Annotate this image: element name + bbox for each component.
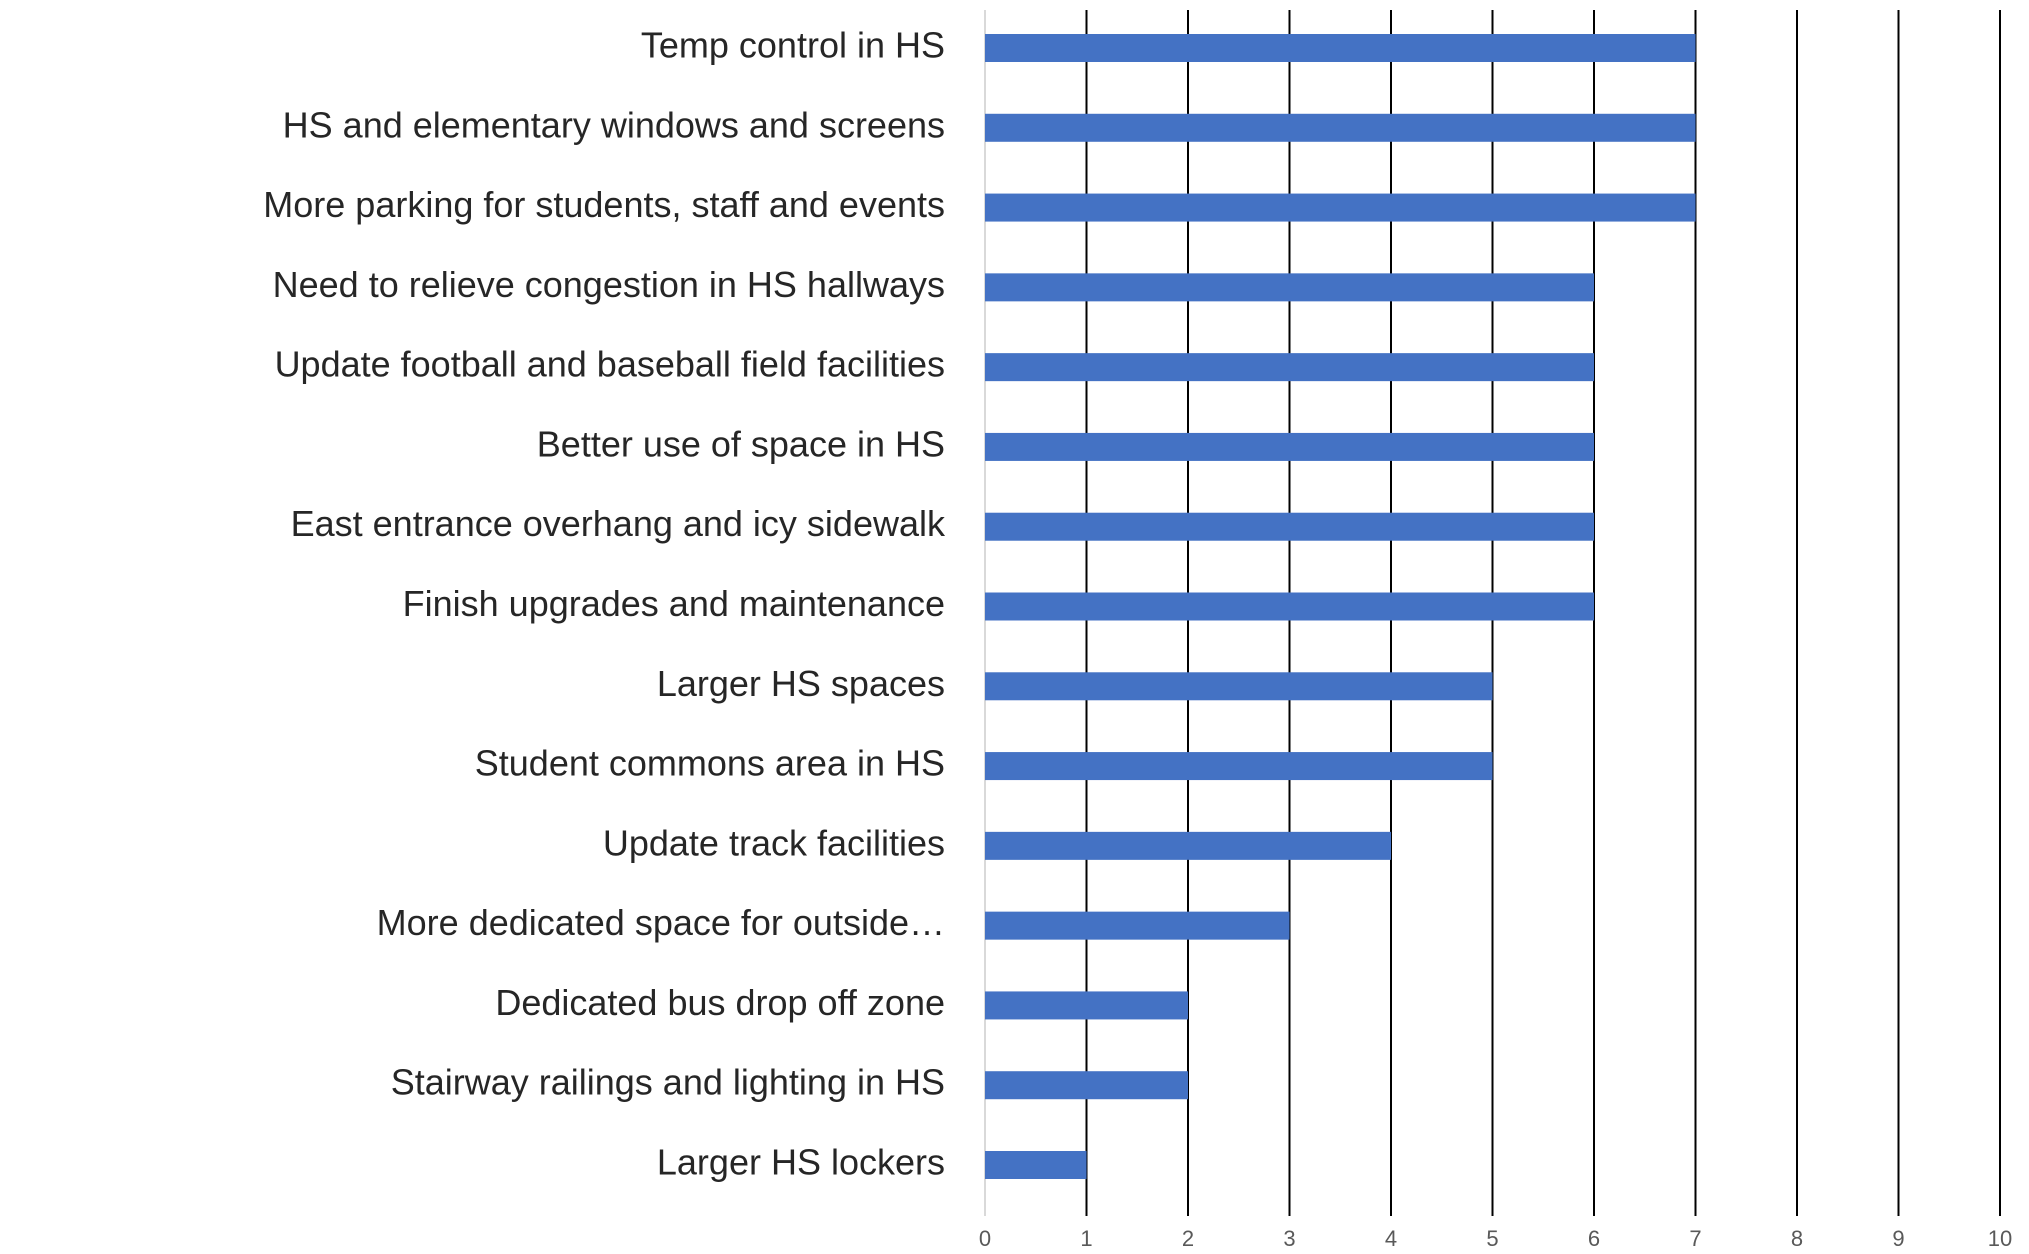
bar xyxy=(985,193,1696,222)
bar xyxy=(985,672,1493,701)
bar xyxy=(985,911,1290,940)
y-tick-label: Better use of space in HS xyxy=(537,423,945,464)
y-tick-label: More dedicated space for outside… xyxy=(377,902,945,943)
y-tick-label: Larger HS spaces xyxy=(657,663,945,704)
y-tick-label: Stairway railings and lighting in HS xyxy=(391,1062,945,1103)
x-tick-label: 10 xyxy=(1988,1226,2012,1251)
x-tick-label: 9 xyxy=(1892,1226,1904,1251)
x-tick-label: 0 xyxy=(979,1226,991,1251)
y-tick-label: Update track facilities xyxy=(603,822,945,863)
y-tick-label: Temp control in HS xyxy=(641,25,945,66)
bar xyxy=(985,432,1594,461)
bar xyxy=(985,1151,1087,1179)
x-tick-label: 8 xyxy=(1791,1226,1803,1251)
y-tick-label: East entrance overhang and icy sidewalk xyxy=(291,503,946,544)
bar xyxy=(985,752,1493,781)
bar xyxy=(985,831,1391,860)
x-tick-label: 7 xyxy=(1689,1226,1701,1251)
x-tick-label: 2 xyxy=(1182,1226,1194,1251)
bar xyxy=(985,113,1696,142)
y-tick-label: Dedicated bus drop off zone xyxy=(495,982,945,1023)
bar xyxy=(985,592,1594,621)
bar xyxy=(985,34,1696,62)
x-tick-label: 5 xyxy=(1486,1226,1498,1251)
y-tick-label: More parking for students, staff and eve… xyxy=(263,184,945,225)
y-tick-label: HS and elementary windows and screens xyxy=(283,104,945,145)
x-tick-label: 3 xyxy=(1283,1226,1295,1251)
bar xyxy=(985,1071,1188,1100)
x-tick-label: 4 xyxy=(1385,1226,1397,1251)
y-tick-label: Finish upgrades and maintenance xyxy=(403,583,945,624)
x-tick-label: 1 xyxy=(1080,1226,1092,1251)
x-tick-label: 6 xyxy=(1588,1226,1600,1251)
bar xyxy=(985,991,1188,1020)
y-tick-label: Need to relieve congestion in HS hallway… xyxy=(273,264,945,305)
y-tick-label: Larger HS lockers xyxy=(657,1142,945,1183)
bar xyxy=(985,273,1594,302)
y-tick-label: Student commons area in HS xyxy=(475,743,945,784)
y-tick-label: Update football and baseball field facil… xyxy=(275,344,945,385)
bar xyxy=(985,512,1594,541)
bar xyxy=(985,353,1594,382)
